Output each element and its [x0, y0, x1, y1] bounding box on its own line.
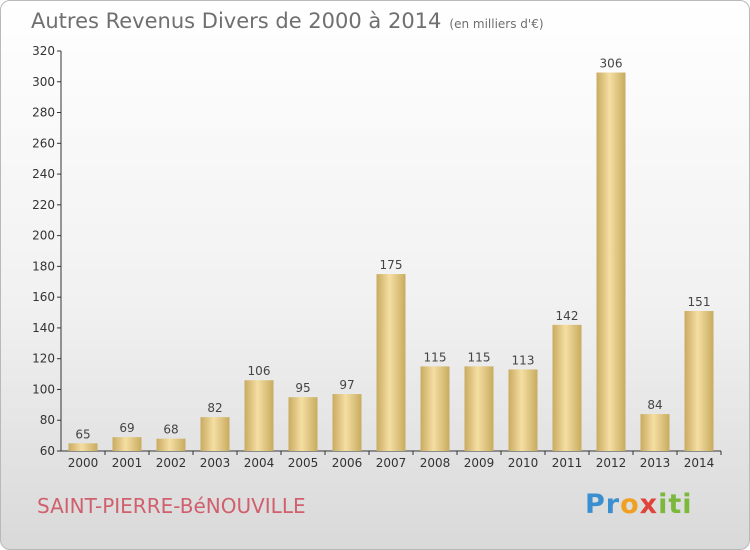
bar-2009 [464, 366, 494, 451]
x-tick-label: 2012 [596, 456, 627, 470]
bar-2007 [376, 274, 406, 451]
data-label: 82 [207, 401, 222, 415]
data-label: 115 [468, 350, 491, 364]
x-tick-label: 2011 [552, 456, 583, 470]
data-label: 97 [339, 378, 354, 392]
bar-2008 [420, 366, 450, 451]
data-label: 84 [647, 398, 662, 412]
bars [68, 72, 714, 452]
logo-letters-4: iti [658, 489, 693, 520]
data-label: 151 [688, 295, 711, 309]
data-label: 306 [600, 57, 623, 71]
x-tick-label: 2006 [332, 456, 363, 470]
y-tick-label: 80 [40, 413, 55, 427]
data-label: 142 [556, 309, 579, 323]
x-tick-label: 2014 [684, 456, 715, 470]
x-tick-label: 2007 [376, 456, 407, 470]
data-label: 95 [295, 381, 310, 395]
data-label: 69 [119, 421, 134, 435]
x-tick-label: 2008 [420, 456, 451, 470]
bar-2000 [68, 443, 98, 451]
y-tick-label: 120 [32, 352, 55, 366]
y-tick-label: 260 [32, 136, 55, 150]
y-tick-label: 60 [40, 444, 55, 458]
y-tick-label: 280 [32, 106, 55, 120]
bar-2012 [596, 72, 626, 452]
data-label: 113 [512, 353, 535, 367]
bar-2004 [244, 380, 274, 451]
bar-2011 [552, 324, 582, 451]
bar-2010 [508, 369, 538, 451]
y-tick-label: 140 [32, 321, 55, 335]
x-tick-label: 2005 [288, 456, 319, 470]
y-tick-label: 300 [32, 75, 55, 89]
x-tick-label: 2001 [112, 456, 143, 470]
bar-2005 [288, 397, 318, 451]
x-tick-label: 2002 [156, 456, 187, 470]
x-tick-label: 2013 [640, 456, 671, 470]
data-label: 175 [380, 258, 403, 272]
y-tick-label: 160 [32, 290, 55, 304]
data-label: 106 [248, 364, 271, 378]
place-name: SAINT-PIERRE-BéNOUVILLE [37, 494, 306, 518]
x-tick-label: 2010 [508, 456, 539, 470]
bar-2001 [112, 437, 142, 451]
y-tick-label: 100 [32, 382, 55, 396]
data-label: 65 [75, 427, 90, 441]
bar-2003 [200, 417, 230, 451]
bar-2013 [640, 414, 670, 451]
chart-title: Autres Revenus Divers de 2000 à 2014 [31, 9, 442, 33]
logo-letters-1: Pr [585, 489, 621, 520]
data-label: 68 [163, 423, 178, 437]
bar-2002 [156, 438, 186, 451]
x-tick-label: 2004 [244, 456, 275, 470]
y-tick-label: 320 [32, 44, 55, 58]
bar-2006 [332, 394, 362, 451]
y-tick-label: 240 [32, 167, 55, 181]
data-labels: 65 69 68 82 106 95 97 175 115 115 113 142 306 84 151 [75, 57, 710, 442]
y-tick-label: 200 [32, 229, 55, 243]
x-tick-label: 2000 [68, 456, 99, 470]
chart-title-block: Autres Revenus Divers de 2000 à 2014 (en … [31, 9, 544, 33]
x-tick-label: 2009 [464, 456, 495, 470]
bar-2014 [684, 311, 714, 451]
data-label: 115 [424, 350, 447, 364]
x-tick-label: 2003 [200, 456, 231, 470]
y-tick-label: 220 [32, 198, 55, 212]
y-tick-label: 180 [32, 259, 55, 273]
axes: 60 80 100 120 140 160 180 200 220 240 260 280 300 320… [32, 44, 722, 470]
chart-unit: (en milliers d'€) [449, 17, 544, 31]
logo-letters-3: x [639, 489, 659, 520]
logo-letters-2: o [620, 489, 640, 520]
proxiti-logo: Proxiti [585, 489, 693, 520]
